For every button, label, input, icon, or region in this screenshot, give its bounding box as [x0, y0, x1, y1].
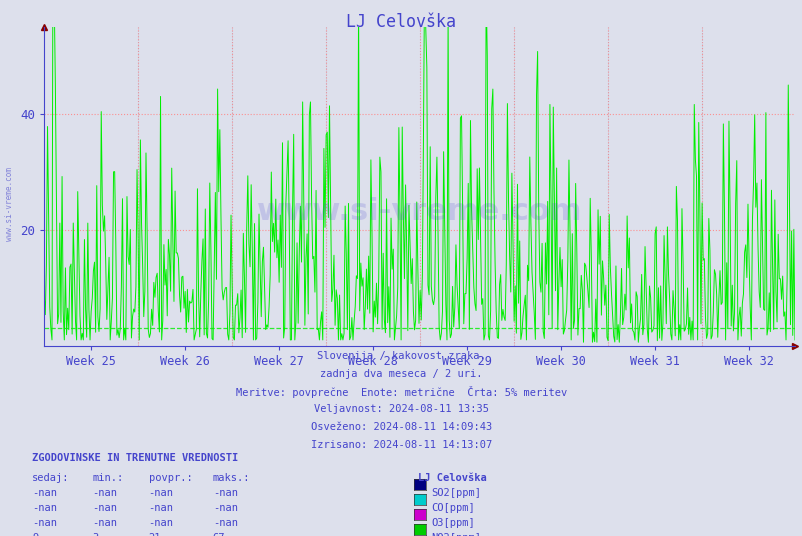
Text: 3: 3: [92, 533, 99, 536]
Text: LJ Celovška: LJ Celovška: [346, 13, 456, 32]
Text: -nan: -nan: [213, 503, 237, 513]
Text: 21: 21: [148, 533, 161, 536]
Text: ZGODOVINSKE IN TRENUTNE VREDNOSTI: ZGODOVINSKE IN TRENUTNE VREDNOSTI: [32, 453, 238, 463]
Text: sedaj:: sedaj:: [32, 473, 70, 483]
Text: -nan: -nan: [213, 518, 237, 528]
Text: www.si-vreme.com: www.si-vreme.com: [257, 197, 581, 226]
Text: Veljavnost: 2024-08-11 13:35: Veljavnost: 2024-08-11 13:35: [314, 404, 488, 414]
Text: Meritve: povprečne  Enote: metrične  Črta: 5% meritev: Meritve: povprečne Enote: metrične Črta:…: [236, 386, 566, 398]
Text: O3[ppm]: O3[ppm]: [431, 518, 474, 528]
Text: 67: 67: [213, 533, 225, 536]
Text: NO2[ppm]: NO2[ppm]: [431, 533, 480, 536]
Text: LJ Celovška: LJ Celovška: [417, 473, 486, 483]
Text: maks.:: maks.:: [213, 473, 250, 483]
Text: 9: 9: [32, 533, 38, 536]
Text: SO2[ppm]: SO2[ppm]: [431, 488, 480, 498]
Text: zadnja dva meseca / 2 uri.: zadnja dva meseca / 2 uri.: [320, 369, 482, 379]
Text: -nan: -nan: [148, 503, 173, 513]
Text: -nan: -nan: [213, 488, 237, 498]
Text: -nan: -nan: [32, 503, 57, 513]
Text: -nan: -nan: [148, 488, 173, 498]
Text: Osveženo: 2024-08-11 14:09:43: Osveženo: 2024-08-11 14:09:43: [310, 422, 492, 432]
Text: min.:: min.:: [92, 473, 124, 483]
Text: -nan: -nan: [32, 518, 57, 528]
Text: Slovenija / kakovost zraka.: Slovenija / kakovost zraka.: [317, 351, 485, 361]
Text: Izrisano: 2024-08-11 14:13:07: Izrisano: 2024-08-11 14:13:07: [310, 440, 492, 450]
Text: -nan: -nan: [92, 488, 117, 498]
Text: povpr.:: povpr.:: [148, 473, 192, 483]
Text: -nan: -nan: [92, 503, 117, 513]
Text: CO[ppm]: CO[ppm]: [431, 503, 474, 513]
Text: -nan: -nan: [148, 518, 173, 528]
Text: -nan: -nan: [92, 518, 117, 528]
Text: www.si-vreme.com: www.si-vreme.com: [5, 167, 14, 241]
Text: -nan: -nan: [32, 488, 57, 498]
